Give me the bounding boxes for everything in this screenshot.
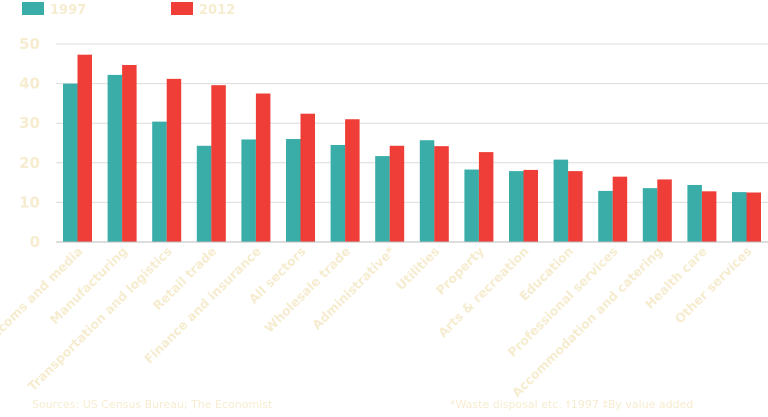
bar-2012 (77, 54, 92, 242)
legend-label-1997: 1997 (50, 3, 86, 18)
bar-1997 (732, 192, 747, 242)
category-label: Other services (672, 244, 755, 327)
bar-1997 (642, 188, 658, 242)
y-tick-label: 20 (19, 154, 40, 172)
bar-1997 (241, 139, 256, 242)
y-tick-label: 0 (30, 233, 40, 251)
bar-1997 (152, 121, 167, 242)
bar-1997 (598, 190, 613, 242)
bar-2012 (300, 113, 315, 242)
bar-1997 (286, 139, 301, 242)
bar-2012 (478, 152, 494, 242)
y-axis-tick-labels: 0 10 20 30 40 50 (19, 35, 40, 251)
bar-1997 (419, 140, 435, 242)
bar-2012 (255, 93, 271, 242)
bar-1997 (687, 184, 702, 242)
source-note: Sources: US Census Bureau; The Economist (32, 398, 273, 411)
bar-2012 (122, 64, 137, 242)
bar-1997 (330, 144, 346, 242)
bar-1997 (464, 169, 479, 242)
bar-2012 (568, 171, 583, 242)
footnote: *Waste disposal etc. †1997 ‡By value add… (450, 398, 694, 411)
category-labels: IT, telecoms and mediaManufacturingTrans… (0, 243, 755, 400)
bar-2012 (211, 85, 226, 243)
bar-1997 (107, 74, 123, 242)
bar-2012 (746, 192, 761, 242)
bar-1997 (509, 171, 524, 242)
bar-1997 (63, 83, 78, 242)
bar-2012 (657, 179, 672, 242)
bar-1997 (375, 156, 390, 242)
legend-swatch-2012 (171, 2, 193, 15)
legend-label-2012: 2012 (199, 3, 235, 18)
bars (63, 54, 761, 243)
category-label: Manufacturing (47, 244, 131, 328)
bar-2012 (434, 146, 449, 242)
bar-2012 (389, 145, 405, 242)
bar-2012 (523, 169, 538, 242)
y-tick-label: 10 (19, 193, 40, 211)
legend: 1997 2012 (22, 2, 235, 18)
y-tick-label: 40 (19, 75, 40, 93)
bar-1997 (196, 145, 212, 242)
bar-2012 (166, 78, 182, 243)
category-label: Wholesale trade (261, 244, 353, 336)
bar-1997 (553, 159, 569, 242)
category-label: Administrative* (309, 243, 398, 332)
legend-swatch-1997 (22, 2, 44, 15)
bar-2012 (701, 191, 717, 242)
y-tick-label: 50 (19, 35, 40, 53)
bar-2012 (612, 176, 628, 242)
bar-2012 (345, 119, 360, 242)
y-tick-label: 30 (19, 114, 40, 132)
